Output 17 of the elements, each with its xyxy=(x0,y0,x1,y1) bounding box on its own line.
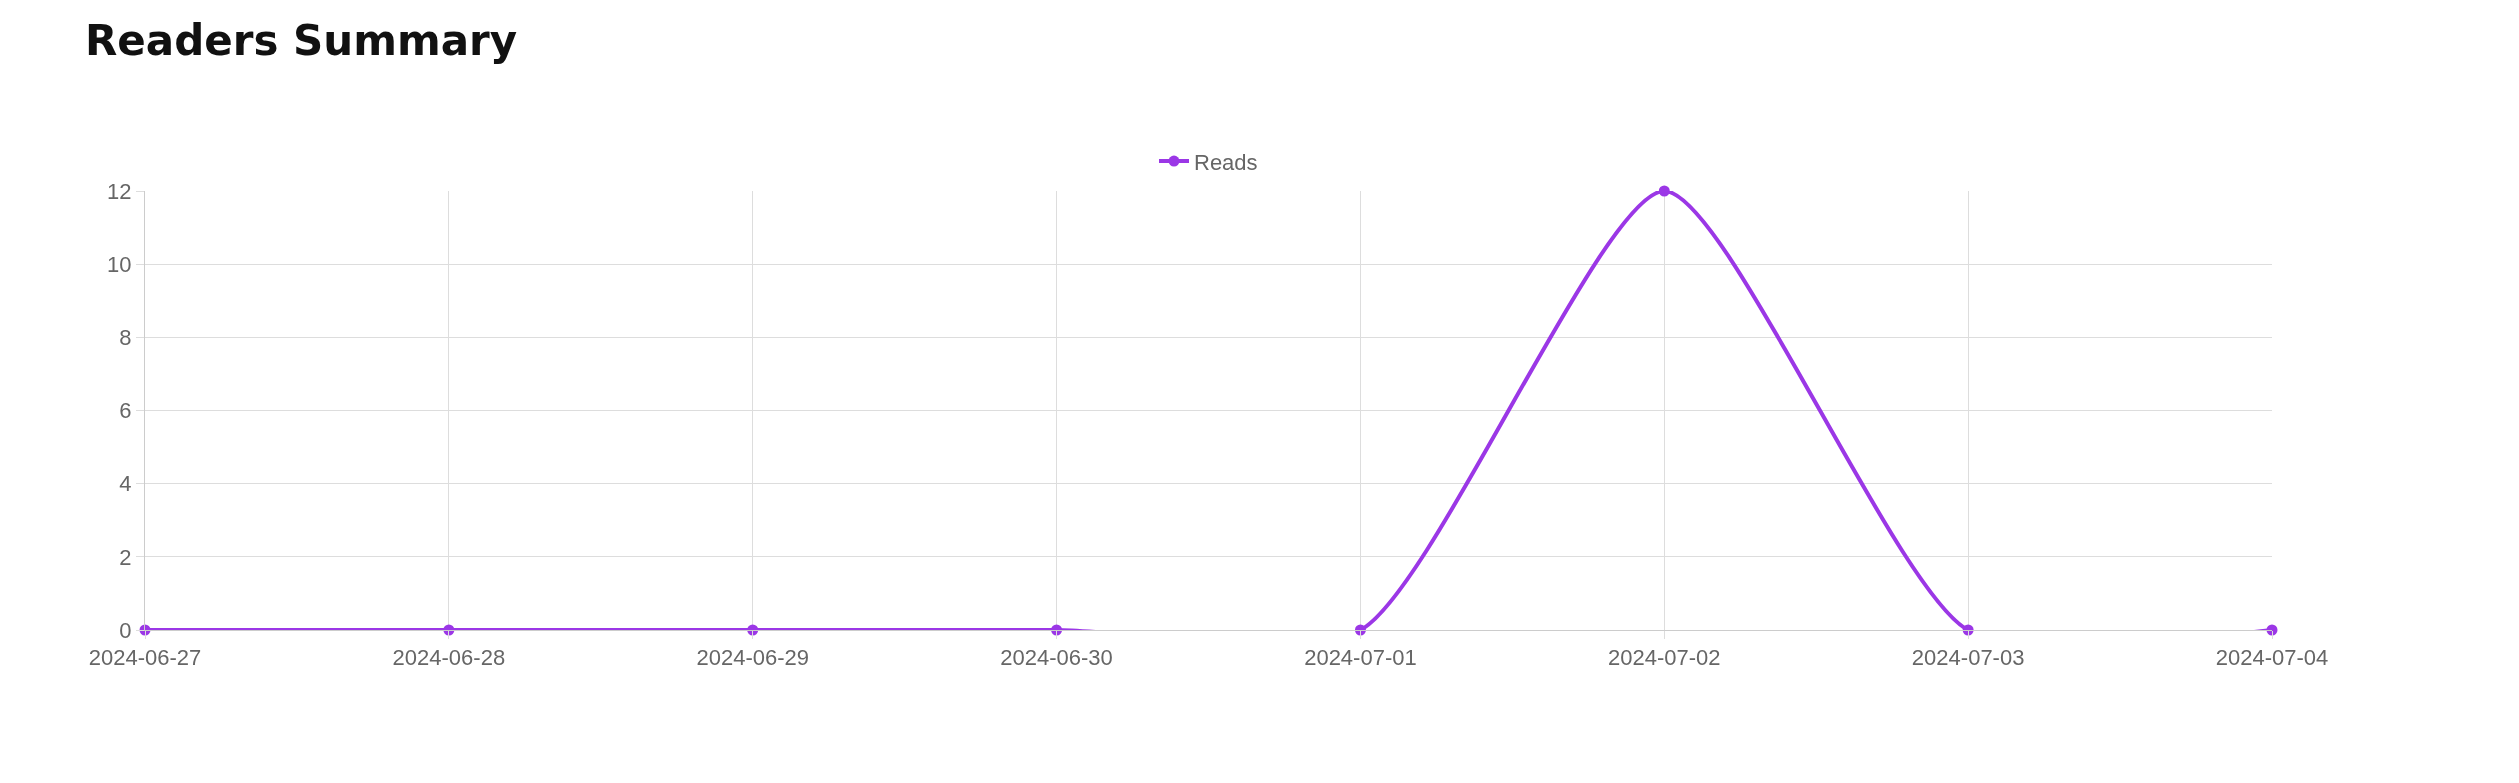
x-tick-label: 2024-07-03 xyxy=(1911,645,2025,671)
x-tick-label: 2024-07-02 xyxy=(1608,645,1721,671)
y-tick-label: 6 xyxy=(119,398,132,424)
y-tick-label: 0 xyxy=(119,617,132,643)
x-tick-label: 2024-06-27 xyxy=(88,645,202,671)
chart-title: Readers Summary xyxy=(85,15,518,65)
y-tick-label: 8 xyxy=(119,325,132,351)
y-tick-label: 10 xyxy=(107,251,132,277)
y-tick-label: 12 xyxy=(107,178,132,204)
legend-label: Reads xyxy=(1194,149,1258,175)
x-tick-label: 2024-06-29 xyxy=(696,645,809,671)
x-tick-label: 2024-07-01 xyxy=(1304,645,1417,671)
x-tick-label: 2024-07-04 xyxy=(2215,645,2329,671)
y-tick-label: 4 xyxy=(119,471,132,497)
y-tick-label: 2 xyxy=(119,544,132,570)
x-tick-label: 2024-06-28 xyxy=(392,645,506,671)
x-tick-label: 2024-06-30 xyxy=(1000,645,1113,671)
